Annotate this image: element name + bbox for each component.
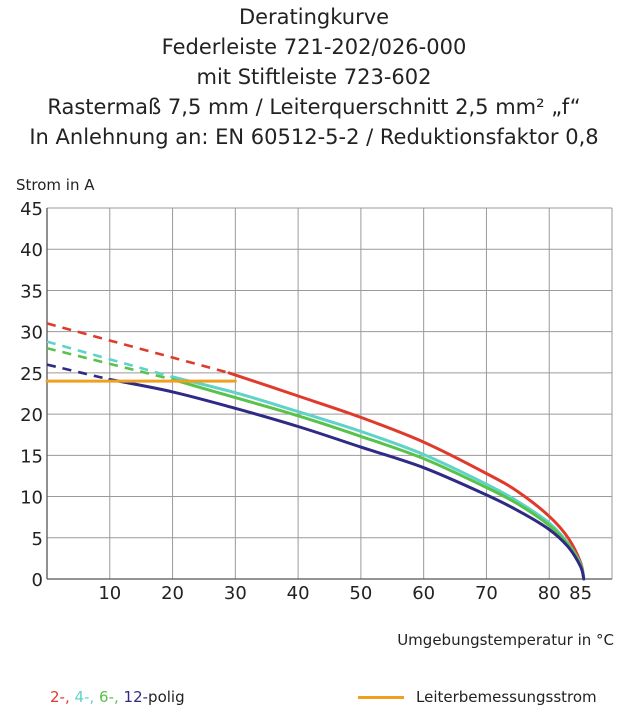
- x-tick-10: 10: [98, 583, 121, 604]
- y-tick-20: 20: [20, 405, 43, 426]
- legend-item-6: 6-,: [99, 688, 119, 706]
- y-tick-35: 35: [20, 281, 43, 302]
- y-tick-25: 25: [20, 364, 43, 385]
- y-tick-15: 15: [20, 446, 43, 467]
- chart-title: Deratingkurve Federleiste 721-202/026-00…: [0, 2, 628, 152]
- x-tick-20: 20: [161, 583, 184, 604]
- grid: [46, 207, 613, 580]
- series-2-polig: [227, 371, 586, 581]
- y-tick-45: 45: [20, 199, 43, 220]
- y-tick-10: 10: [20, 488, 43, 509]
- y-tick-5: 5: [32, 529, 43, 550]
- series-lines: [45, 322, 586, 581]
- legend-poles: 2-, 4-, 6-, 12-polig: [50, 688, 185, 706]
- legend-suffix: polig: [148, 688, 185, 706]
- x-tick-80: 80: [538, 583, 561, 604]
- legend-rated-current: Leiterbemessungsstrom: [358, 688, 597, 706]
- axis-ticks: 0 5 10 15 20 25 30 35 40 45 10 20 30 40 50 60 70 80 85: [20, 199, 592, 604]
- y-tick-30: 30: [20, 323, 43, 344]
- legend-item-4: 4-,: [74, 688, 95, 706]
- title-line-2: Federleiste 721-202/026-000: [161, 35, 467, 59]
- legend-item-12: 12-: [123, 688, 149, 706]
- title-line-4: Rastermaß 7,5 mm / Leiterquerschnitt 2,5…: [47, 95, 581, 119]
- y-tick-0: 0: [32, 570, 43, 591]
- title-line-1: Deratingkurve: [238, 5, 390, 29]
- legend-rated-label: Leiterbemessungsstrom: [416, 688, 597, 706]
- x-tick-85: 85: [569, 583, 592, 604]
- series-4-polig-extrapolated: [46, 340, 173, 379]
- legend-rated-swatch: [358, 695, 404, 699]
- series-6-polig-extrapolated: [46, 346, 173, 381]
- title-line-3: mit Stiftleiste 723-602: [196, 65, 432, 89]
- y-axis-label: Strom in A: [16, 176, 95, 194]
- series-2-polig-extrapolated: [46, 322, 230, 375]
- x-axis-label: Umgebungstemperatur in °C: [397, 631, 614, 649]
- x-tick-60: 60: [412, 583, 435, 604]
- title-line-5: In Anlehnung an: EN 60512-5-2 / Reduktio…: [29, 125, 599, 149]
- x-tick-40: 40: [287, 583, 310, 604]
- x-tick-30: 30: [224, 583, 247, 604]
- x-tick-70: 70: [475, 583, 498, 604]
- series-12-polig-extrapolated: [46, 363, 111, 381]
- y-tick-40: 40: [20, 240, 43, 261]
- x-tick-50: 50: [349, 583, 372, 604]
- legend-item-2: 2-,: [50, 688, 70, 706]
- series-12-polig: [108, 378, 586, 581]
